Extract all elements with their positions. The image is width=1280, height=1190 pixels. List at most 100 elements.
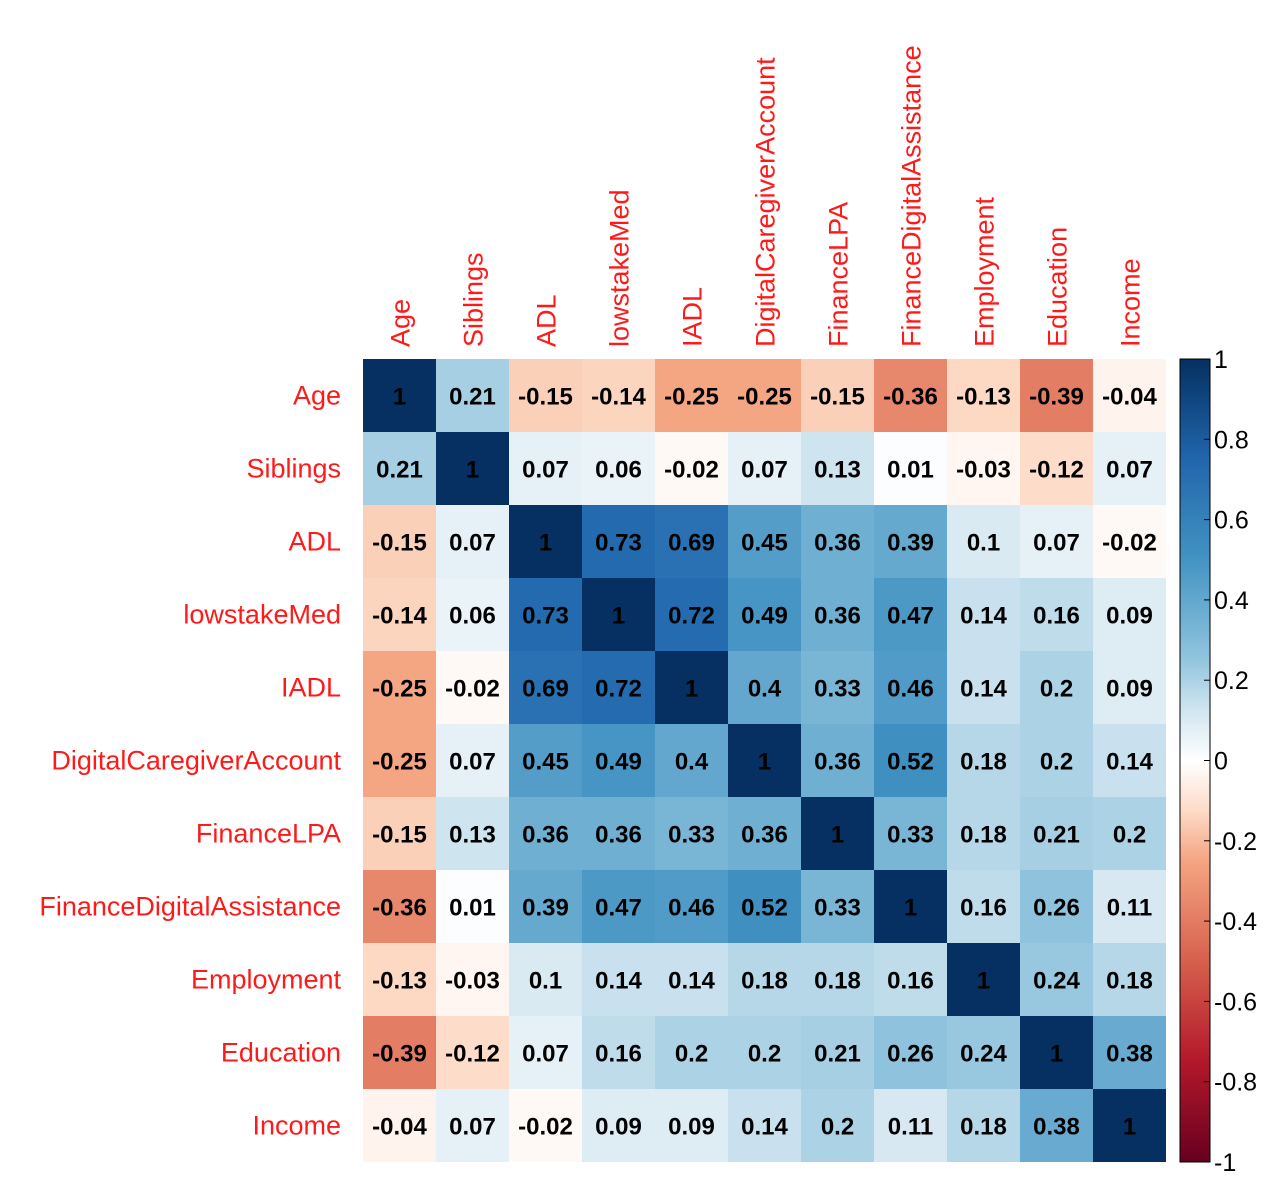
- cell-value-label: 0.18: [814, 968, 861, 995]
- row-label-siblings: Siblings: [246, 454, 341, 484]
- heatmap-cell-finance-lpa-income: [1093, 797, 1166, 870]
- column-label-finance-lpa: FinanceLPA: [824, 202, 854, 347]
- cell-value-label: 0.2: [1040, 676, 1073, 703]
- heatmap-cell-adl-digital-caregiver-account: [728, 505, 801, 578]
- heatmap-cell-employment-employment: [947, 943, 1020, 1016]
- cell-value-label: 0.2: [821, 1114, 854, 1141]
- cell-value-label: 1: [831, 822, 844, 849]
- cell-value-label: -0.36: [883, 384, 938, 411]
- cell-value-label: 0.73: [595, 530, 642, 557]
- cell-value-label: 0.16: [887, 968, 934, 995]
- cell-value-label: 1: [758, 749, 771, 776]
- heatmap-cell-finance-lpa-finance-digital-assistance: [874, 797, 947, 870]
- cell-value-label: 0.07: [449, 749, 496, 776]
- cell-value-label: 0.52: [741, 895, 788, 922]
- cell-value-label: 0.24: [960, 1041, 1007, 1068]
- heatmap-cell-income-iadl: [655, 1089, 728, 1162]
- heatmap-cell-lowstake-med-digital-caregiver-account: [728, 578, 801, 651]
- cell-value-label: 0.21: [376, 457, 423, 484]
- heatmap-cell-employment-adl: [509, 943, 582, 1016]
- cell-value-label: 0.11: [1107, 895, 1152, 922]
- heatmap-cell-finance-lpa-lowstake-med: [582, 797, 655, 870]
- row-label-finance-digital-assistance: FinanceDigitalAssistance: [39, 892, 341, 922]
- cell-value-label: 0.07: [1106, 457, 1153, 484]
- heatmap-cell-adl-age: [363, 505, 436, 578]
- heatmap-cell-lowstake-med-income: [1093, 578, 1166, 651]
- heatmap-cell-adl-siblings: [436, 505, 509, 578]
- heatmap-cell-digital-caregiver-account-income: [1093, 724, 1166, 797]
- cell-value-label: -0.12: [1029, 457, 1084, 484]
- heatmap-cell-income-lowstake-med: [582, 1089, 655, 1162]
- cell-value-label: 0.38: [1106, 1041, 1153, 1068]
- cell-value-label: 0.14: [960, 603, 1007, 630]
- heatmap-cell-education-adl: [509, 1016, 582, 1089]
- heatmap-cell-education-education: [1020, 1016, 1093, 1089]
- heatmap-cell-education-lowstake-med: [582, 1016, 655, 1089]
- heatmap-cell-income-income: [1093, 1089, 1166, 1162]
- cell-value-label: 0.2: [748, 1041, 781, 1068]
- cell-value-label: 0.2: [1040, 749, 1073, 776]
- heatmap-cell-employment-age: [363, 943, 436, 1016]
- heatmap-cell-digital-caregiver-account-employment: [947, 724, 1020, 797]
- color-legend: 1 0.8 0.6 0.4 0.2 0 -0.2 -0.4 -0.6 -0.8 -1: [1179, 346, 1257, 1177]
- column-label-adl: ADL: [532, 294, 562, 347]
- cell-value-label: 0.49: [741, 603, 788, 630]
- heatmap-cell-digital-caregiver-account-adl: [509, 724, 582, 797]
- legend-tick-label: 1: [1214, 346, 1228, 374]
- cell-value-label: 0.38: [1033, 1114, 1080, 1141]
- heatmap-cell-siblings-lowstake-med: [582, 432, 655, 505]
- cell-value-label: 0.13: [814, 457, 861, 484]
- heatmap-cell-income-adl: [509, 1089, 582, 1162]
- heatmap-cell-finance-digital-assistance-education: [1020, 870, 1093, 943]
- row-label-lowstake-med: lowstakeMed: [183, 600, 341, 630]
- cell-value-label: 0.06: [449, 603, 496, 630]
- cell-value-label: 0.21: [814, 1041, 861, 1068]
- cell-value-label: 0.39: [522, 895, 569, 922]
- legend-tick-label: -0.8: [1214, 1069, 1257, 1097]
- heatmap-cell-education-age: [363, 1016, 436, 1089]
- heatmap-cell-digital-caregiver-account-finance-lpa: [801, 724, 874, 797]
- cell-value-label: 1: [393, 384, 406, 411]
- heatmap-cell-iadl-finance-digital-assistance: [874, 651, 947, 724]
- heatmap-cell-siblings-finance-lpa: [801, 432, 874, 505]
- heatmap-cell-finance-lpa-finance-lpa: [801, 797, 874, 870]
- heatmap-cell-education-digital-caregiver-account: [728, 1016, 801, 1089]
- cell-value-label: -0.03: [956, 457, 1011, 484]
- cell-value-label: 0.1: [529, 968, 562, 995]
- cell-value-label: 0.07: [1033, 530, 1080, 557]
- cell-value-label: 1: [539, 530, 552, 557]
- heatmap-cell-age-employment: [947, 359, 1020, 432]
- row-label-iadl: IADL: [281, 673, 341, 703]
- cell-value-label: 0.46: [668, 895, 715, 922]
- heatmap-cell-lowstake-med-adl: [509, 578, 582, 651]
- heatmap-cell-adl-adl: [509, 505, 582, 578]
- heatmap-cell-siblings-age: [363, 432, 436, 505]
- column-label-employment: Employment: [970, 196, 1000, 347]
- cell-value-label: 0.01: [887, 457, 934, 484]
- column-label-education: Education: [1043, 227, 1073, 347]
- heatmap-cell-lowstake-med-finance-digital-assistance: [874, 578, 947, 651]
- cell-value-label: 0.18: [960, 1114, 1007, 1141]
- cell-value-label: 0.33: [668, 822, 715, 849]
- heatmap-cell-age-finance-lpa: [801, 359, 874, 432]
- legend-tick-label: -1: [1214, 1149, 1236, 1177]
- heatmap-cell-education-finance-digital-assistance: [874, 1016, 947, 1089]
- cell-value-label: 0.14: [1106, 749, 1153, 776]
- cell-value-label: -0.39: [372, 1041, 427, 1068]
- column-label-siblings: Siblings: [459, 252, 489, 347]
- cell-value-label: 0.47: [887, 603, 934, 630]
- cell-value-label: 0.09: [1106, 603, 1153, 630]
- cell-value-label: -0.13: [372, 968, 427, 995]
- legend-tick-label: 0.4: [1214, 587, 1249, 615]
- cell-value-label: 0.01: [449, 895, 496, 922]
- heatmap-cell-finance-lpa-employment: [947, 797, 1020, 870]
- heatmap-cell-age-iadl: [655, 359, 728, 432]
- heatmap-cell-finance-digital-assistance-digital-caregiver-account: [728, 870, 801, 943]
- heatmap-cell-finance-lpa-education: [1020, 797, 1093, 870]
- column-labels: Age Siblings ADL lowstakeMed IADL DigitalCare…: [386, 45, 1146, 347]
- cell-value-label: 0.33: [814, 676, 861, 703]
- cell-value-label: 1: [977, 968, 990, 995]
- cell-value-label: -0.39: [1029, 384, 1084, 411]
- heatmap-cell-employment-finance-digital-assistance: [874, 943, 947, 1016]
- cell-value-label: -0.12: [445, 1041, 500, 1068]
